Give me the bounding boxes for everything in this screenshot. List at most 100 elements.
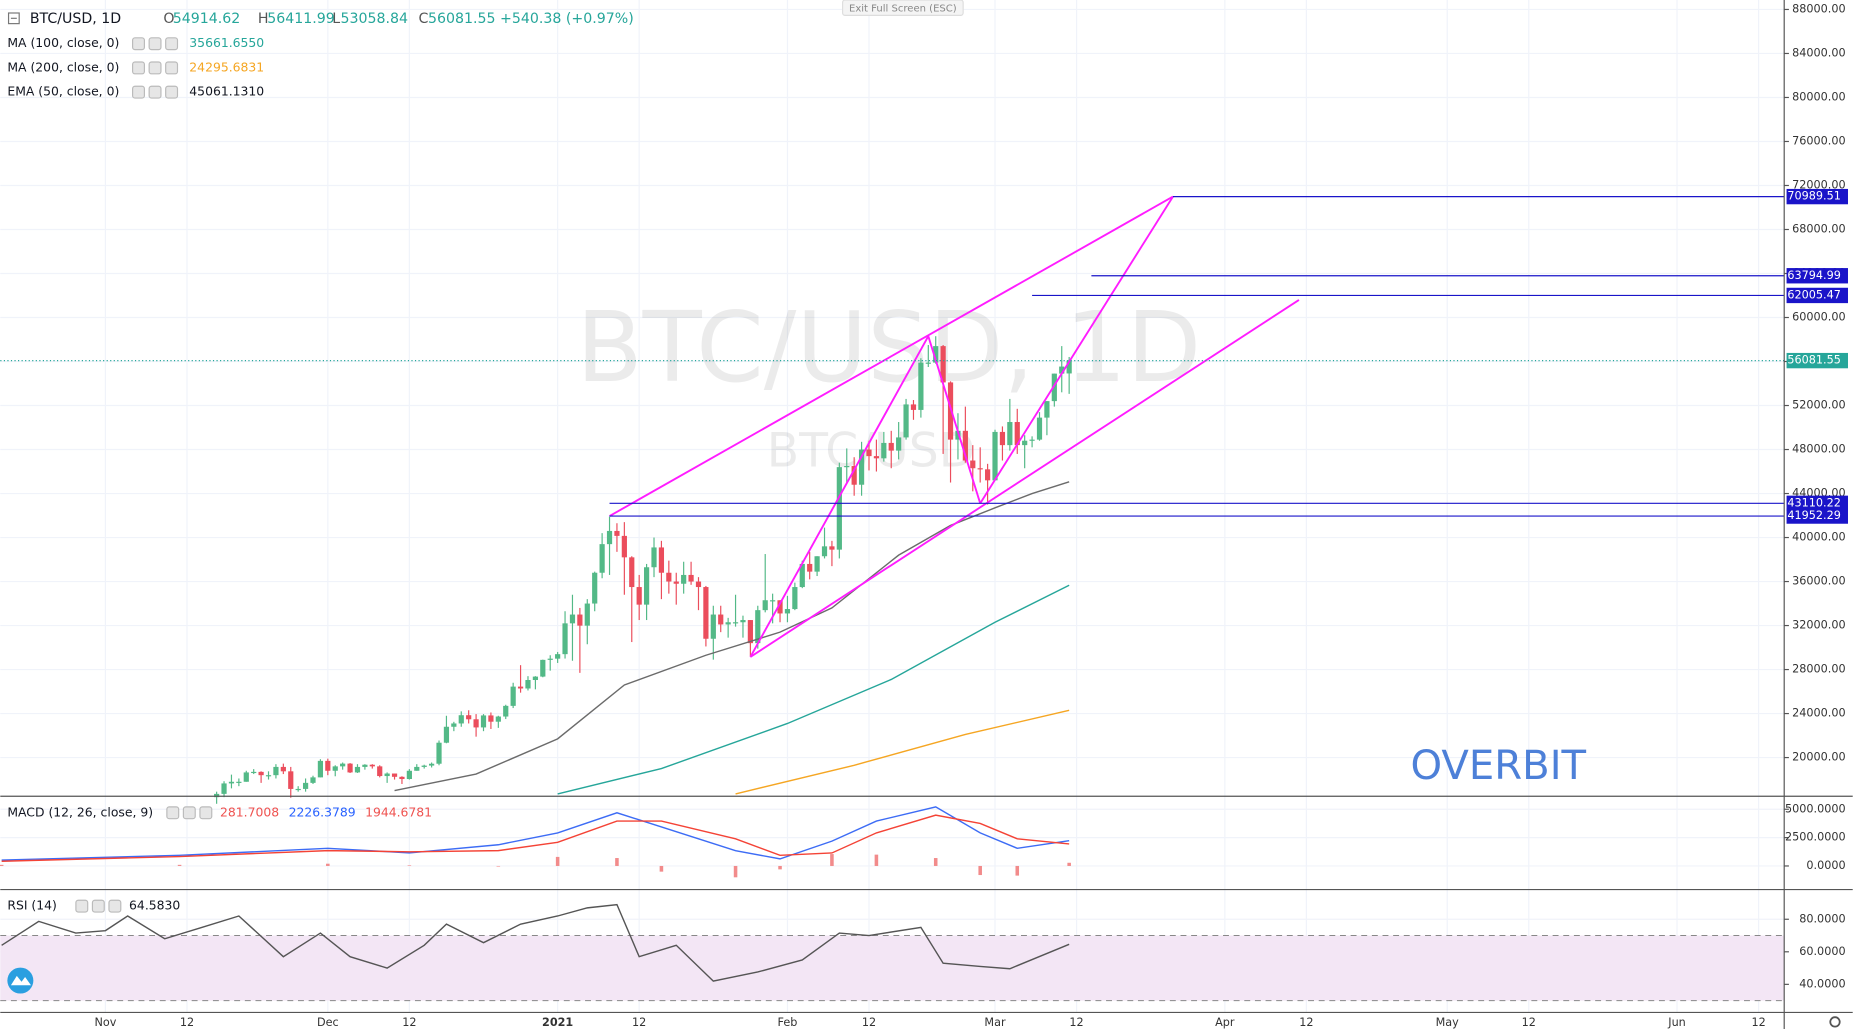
candle-body <box>251 771 257 774</box>
trendline <box>979 196 1174 504</box>
candle-body <box>480 715 487 728</box>
x-tick-label: Jun <box>1667 1016 1686 1029</box>
candle-body <box>999 431 1006 446</box>
histogram-bar <box>0 864 4 866</box>
candle-body <box>925 362 931 364</box>
candle-body <box>1044 401 1050 418</box>
level-label-box <box>1786 188 1848 205</box>
candle-body <box>651 547 657 568</box>
candle-body <box>821 546 828 557</box>
legend-button[interactable] <box>199 806 213 820</box>
legend-button[interactable] <box>108 899 122 913</box>
pane-value: 281.7008 <box>220 804 279 819</box>
legend-button[interactable] <box>132 85 146 99</box>
x-tick-label: Apr <box>1215 1016 1235 1029</box>
candle-body <box>740 620 746 623</box>
watermark: BTC/USD, 1D BTC/USD <box>576 291 1201 479</box>
candle-body <box>799 563 805 588</box>
candle-body <box>354 766 361 773</box>
legend-button[interactable] <box>165 61 179 75</box>
candle-body <box>695 581 702 588</box>
indicator-line <box>1 903 1070 982</box>
candle-body <box>369 764 375 767</box>
x-tick-label: 12 <box>402 1016 416 1029</box>
trendline <box>749 335 930 658</box>
histogram-bar <box>778 865 782 870</box>
candle-body <box>340 763 346 767</box>
histogram-bar <box>1067 862 1071 866</box>
candle-body <box>421 765 427 767</box>
x-tick-label: 12 <box>862 1016 876 1029</box>
exit-fullscreen-button[interactable] <box>842 0 964 16</box>
pane-title: RSI (14) <box>7 898 57 913</box>
histogram-bar <box>933 858 938 866</box>
settings-icon[interactable] <box>1829 1016 1841 1028</box>
candle-body <box>295 788 301 791</box>
candle-body <box>310 777 316 783</box>
candle-body <box>436 742 442 764</box>
y-tick-label: 80.0000 <box>1799 912 1845 925</box>
level-label: 41952.29 <box>1787 509 1841 522</box>
candle-body <box>807 563 813 572</box>
candle-body <box>970 460 976 469</box>
candle-body <box>947 382 954 440</box>
legend-button[interactable] <box>148 61 162 75</box>
candle-body <box>977 468 983 470</box>
legend-button[interactable] <box>75 899 89 913</box>
candle-body <box>732 622 739 624</box>
y-tick-label: 68000.00 <box>1792 222 1846 235</box>
candle-body <box>873 456 880 459</box>
candle-body <box>933 346 939 363</box>
level-label-box <box>1786 508 1848 524</box>
collapse-icon[interactable] <box>7 12 20 25</box>
level-label: 63794.99 <box>1787 269 1841 282</box>
plot <box>0 195 1785 1002</box>
histogram-bar <box>615 858 619 866</box>
y-tick-label: 60000.00 <box>1792 311 1846 324</box>
legend-button[interactable] <box>132 37 146 51</box>
x-tick-label: 2021 <box>542 1016 573 1029</box>
legend-button[interactable] <box>182 806 196 820</box>
x-tick-label: Nov <box>94 1016 116 1029</box>
logo-mark <box>10 975 31 986</box>
candle-body <box>599 544 605 573</box>
candle-body <box>962 430 968 461</box>
legend-button[interactable] <box>132 61 146 75</box>
x-tick-label: Mar <box>984 1016 1006 1029</box>
candle-body <box>747 620 753 644</box>
candle-body <box>399 776 405 780</box>
legend-button[interactable] <box>166 806 180 820</box>
candle-body <box>940 346 946 383</box>
legend-button[interactable] <box>148 37 162 51</box>
candle-body <box>214 793 220 798</box>
candle-body <box>755 610 761 644</box>
candle-body <box>466 715 472 720</box>
trendline <box>927 335 982 504</box>
histogram-bar <box>659 865 664 872</box>
pane-value: 1944.6781 <box>365 804 432 819</box>
histogram-bar <box>978 865 982 876</box>
pane-title: MACD (12, 26, close, 9) <box>7 804 153 819</box>
level-label-box <box>1786 268 1848 284</box>
legend-button[interactable] <box>91 899 105 913</box>
candle-body <box>643 567 650 605</box>
indicator-name: MA (100, close, 0) <box>7 35 119 50</box>
y-tick-label: 40.0000 <box>1799 977 1845 990</box>
candle-body <box>658 547 665 573</box>
candle-body <box>288 771 294 789</box>
candle-body <box>762 600 768 611</box>
candle-body <box>525 680 531 689</box>
ohlc-key: C <box>418 11 428 27</box>
legend-button[interactable] <box>165 85 179 99</box>
x-tick-label: 12 <box>1299 1016 1313 1029</box>
legend-button[interactable] <box>148 85 162 99</box>
y-tick-label: 5000.0000 <box>1785 802 1846 815</box>
symbol[interactable]: BTC/USD, 1D <box>30 11 121 27</box>
legend-button[interactable] <box>165 37 179 51</box>
candle-body <box>458 715 464 724</box>
candle-body <box>569 614 576 624</box>
indicator-line <box>735 709 1070 795</box>
candle-body <box>577 614 583 626</box>
